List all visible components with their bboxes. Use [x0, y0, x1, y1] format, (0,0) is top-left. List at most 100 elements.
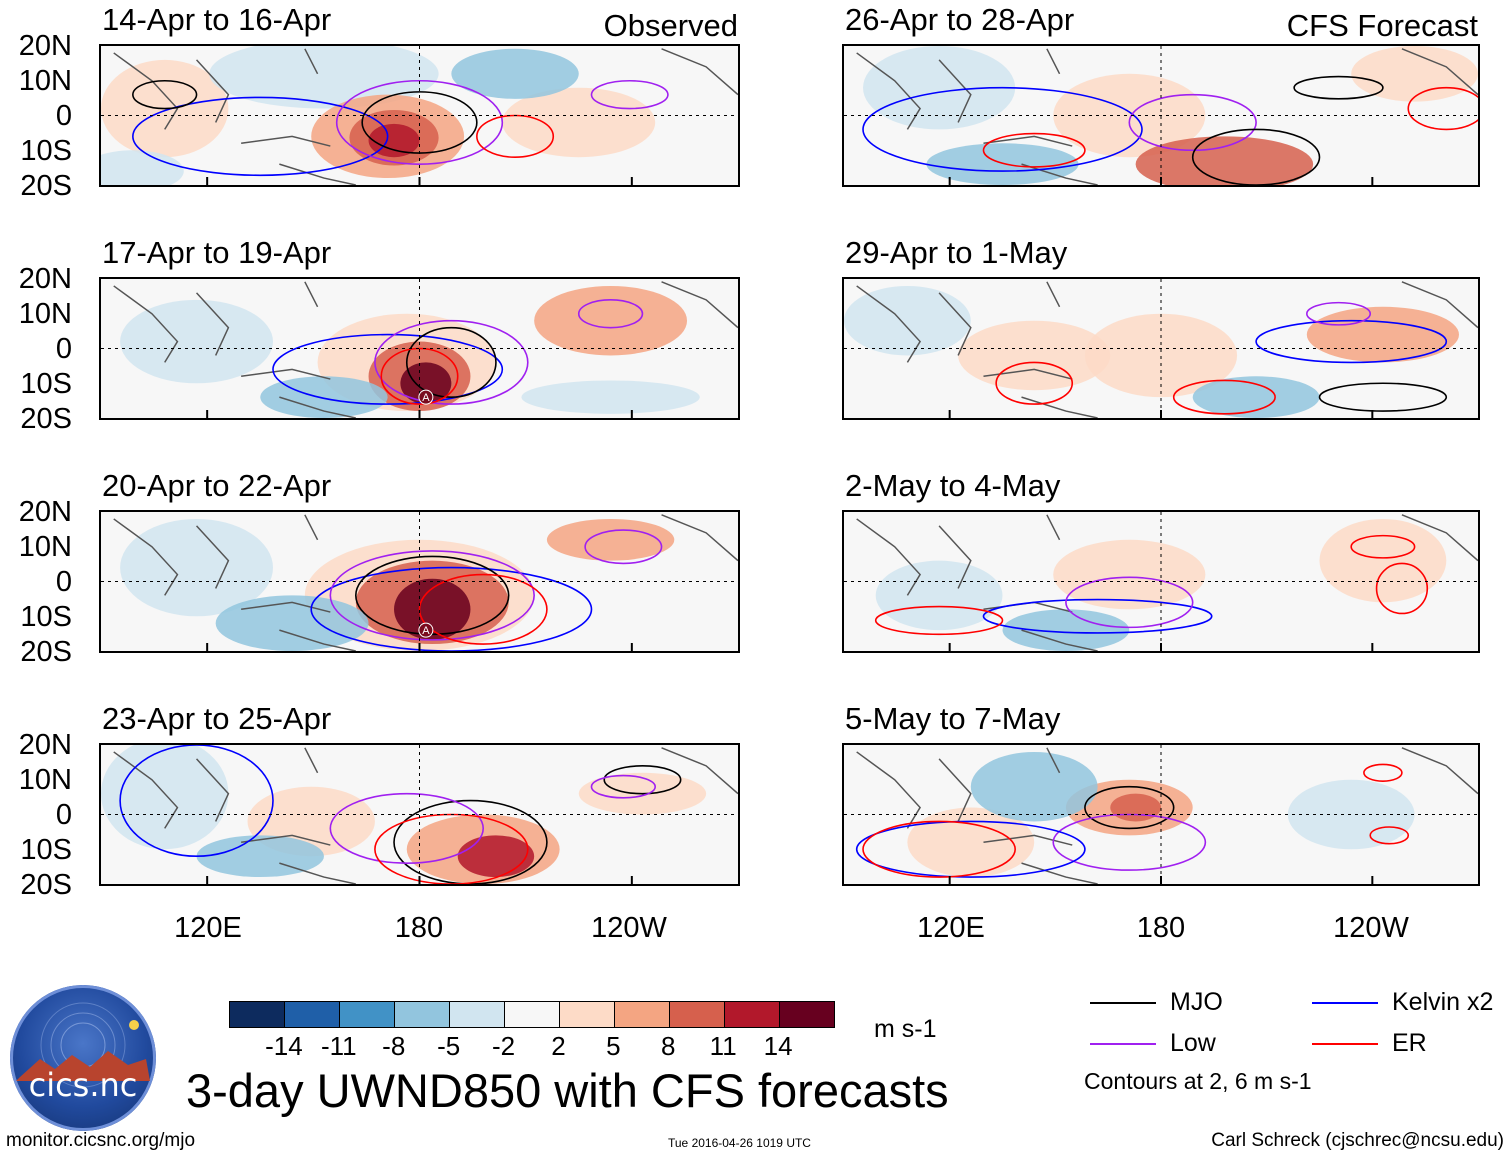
- map-panel-fc-1: [842, 44, 1480, 187]
- panel-title-obs-2: 17-Apr to 19-Apr: [102, 235, 332, 270]
- contour-0: [862, 86, 1143, 172]
- contour-1: [1065, 576, 1194, 629]
- x-tick-180-right: 180: [1136, 912, 1186, 944]
- contour-0: [310, 566, 593, 651]
- anomaly-field-0: [1053, 539, 1206, 610]
- y-tick-row2-3: 10S: [20, 368, 72, 400]
- panel-title-fc-1: 26-Apr to 28-Apr: [845, 2, 1075, 37]
- main-title: 3-day UWND850 with CFS forecasts: [186, 1064, 949, 1117]
- anomaly-field-5: [260, 376, 388, 418]
- colorbar-units: m s-1: [874, 1015, 937, 1043]
- anomaly-field-3: [394, 578, 471, 640]
- legend-line-low: [1090, 1043, 1156, 1045]
- footer-timestamp: Tue 2016-04-26 1019 UTC: [668, 1136, 811, 1150]
- colorbar-label-4: -2: [491, 1031, 516, 1061]
- contour-3: [1318, 382, 1448, 412]
- contour-2: [1172, 379, 1276, 415]
- contour-0: [982, 598, 1213, 634]
- colorbar-box-4: [450, 1002, 505, 1027]
- contour-4: [603, 765, 682, 795]
- panel-title-fc-2: 29-Apr to 1-May: [845, 235, 1068, 270]
- contour-0: [132, 96, 389, 177]
- anomaly-field-4: [970, 751, 1098, 822]
- y-tick-row4-3: 10S: [20, 834, 72, 866]
- contour-1: [354, 555, 510, 636]
- colorbar-box-7: [615, 1002, 670, 1027]
- anomaly-field-0: [120, 518, 273, 617]
- anomaly-field-1: [1319, 518, 1447, 603]
- coastline: [113, 48, 738, 185]
- y-tick-row4-0: 20N: [18, 729, 72, 761]
- contour-5: [132, 79, 198, 110]
- map-panel-obs-2: A: [99, 277, 740, 420]
- legend-label-mjo: MJO: [1170, 988, 1223, 1016]
- anomaly-field-2: [1135, 136, 1314, 185]
- anomaly-field-1: [1084, 313, 1238, 398]
- contour-2: [374, 319, 529, 405]
- anomaly-field-6: [451, 48, 579, 99]
- y-tick-row2-1: 10N: [18, 298, 72, 330]
- legend-line-er: [1312, 1043, 1378, 1045]
- y-tick-row3-1: 10N: [18, 531, 72, 563]
- coastline: [856, 747, 1478, 884]
- contour-4: [1350, 534, 1416, 559]
- legend-line-kelvin: [1312, 1002, 1378, 1004]
- coastline: [856, 281, 1478, 418]
- y-tick-row1-1: 10N: [18, 65, 72, 97]
- map-panel-obs-4: [99, 743, 740, 886]
- legend-label-kelvin: Kelvin x2: [1392, 988, 1494, 1016]
- contour-2: [855, 820, 1086, 878]
- coastline: [113, 281, 738, 418]
- contour-2: [874, 605, 1004, 636]
- legend-line-mjo: [1090, 1002, 1156, 1004]
- colorbar-label-9: 14: [763, 1031, 793, 1061]
- y-tick-row1-2: 0: [55, 100, 72, 132]
- cics-logo: cics.nc: [10, 985, 156, 1131]
- y-tick-row1-3: 10S: [20, 135, 72, 167]
- y-tick-row3-2: 0: [55, 566, 72, 598]
- anomaly-field-3: [1002, 609, 1130, 651]
- anomaly-field-2: [875, 560, 1003, 631]
- anomaly-field-5: [502, 87, 656, 158]
- map-panel-fc-2: [842, 277, 1480, 420]
- colorbar-label-7: 8: [661, 1031, 676, 1061]
- y-tick-row4-4: 20S: [20, 869, 72, 901]
- contour-0: [272, 333, 504, 405]
- colorbar-label-0: -14: [265, 1031, 303, 1061]
- anomaly-field-3: [844, 285, 971, 356]
- x-tick-120e-left: 120E: [174, 912, 242, 944]
- y-tick-row1-4: 20S: [20, 170, 72, 202]
- contour-2: [329, 792, 485, 864]
- map-panel-obs-1: [99, 44, 740, 187]
- svg-text:A: A: [422, 625, 430, 637]
- anomaly-field-1: [1053, 73, 1206, 158]
- footer-url: monitor.cicsnc.org/mjo: [6, 1130, 196, 1151]
- colorbar-label-3: -5: [437, 1031, 461, 1061]
- contour-2: [329, 550, 535, 641]
- contour-1: [1052, 813, 1207, 871]
- colorbar-label-5: 2: [551, 1031, 566, 1061]
- y-tick-row2-4: 20S: [20, 403, 72, 435]
- y-tick-row3-4: 20S: [20, 636, 72, 668]
- contour-0: [1255, 319, 1448, 364]
- contour-3: [380, 347, 459, 405]
- anomaly-field-2: [907, 807, 1035, 878]
- panel-title-obs-1: 14-Apr to 16-Apr: [102, 2, 332, 37]
- contour-1: [405, 326, 497, 398]
- colorbar-box-1: [285, 1002, 340, 1027]
- y-tick-row3-3: 10S: [20, 601, 72, 633]
- contour-3: [862, 820, 1016, 878]
- contour-4: [1306, 301, 1372, 326]
- marker-a: A: [418, 622, 434, 638]
- coastline: [113, 514, 738, 651]
- map-panel-fc-4: [842, 743, 1480, 886]
- anomaly-field-3: [1287, 779, 1415, 850]
- contour-0: [119, 745, 274, 857]
- contour-4: [1407, 86, 1478, 131]
- colorbar-box-3: [395, 1002, 450, 1027]
- colorbar-box-6: [560, 1002, 615, 1027]
- anomaly-field-3: [457, 835, 535, 878]
- panel-title-fc-3: 2-May to 4-May: [845, 468, 1061, 503]
- anomaly-field-0: [863, 46, 1016, 130]
- marker-a: A: [418, 389, 434, 405]
